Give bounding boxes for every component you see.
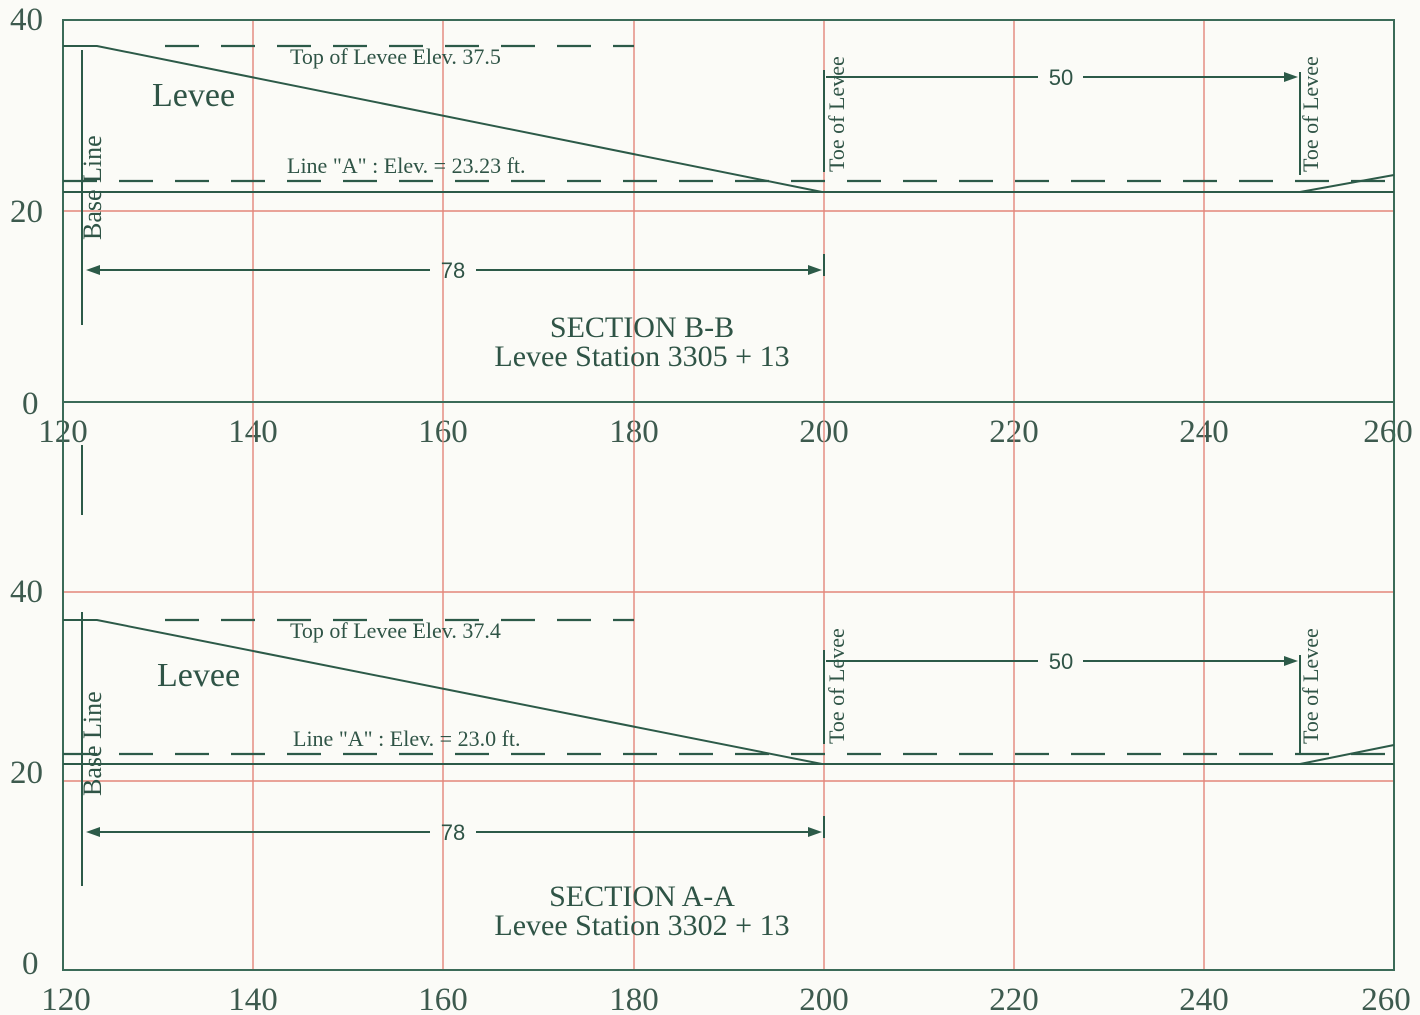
line-a-label: Line "A" : Elev. = 23.23 ft. (287, 153, 526, 178)
dim-base-value: 78 (441, 258, 465, 283)
x-tick-200-lower: 200 (799, 982, 849, 1015)
x-tick-160-lower: 160 (418, 982, 468, 1015)
top-of-levee-label: Top of Levee Elev. 37.5 (290, 44, 501, 69)
y-tick-40-lower: 40 (10, 574, 43, 610)
toe-right-label: Toe of Levee (1298, 628, 1323, 744)
section-title: SECTION A-A (549, 880, 735, 913)
dim-78-arrowhead-left (86, 265, 100, 275)
x-tick-120-lower: 120 (41, 982, 91, 1015)
toe-left-label: Toe of Levee (824, 628, 849, 744)
section-subtitle: Levee Station 3305 + 13 (494, 340, 789, 373)
dim-toe-value: 50 (1049, 649, 1073, 674)
y-tick-0-lower: 0 (22, 946, 39, 982)
section-subtitle: Levee Station 3302 + 13 (494, 909, 789, 942)
y-tick-20-upper: 20 (10, 194, 43, 230)
toe-right-label: Toe of Levee (1298, 56, 1323, 172)
y-tick-0-upper: 0 (22, 386, 39, 422)
dim-50-arrowhead (1284, 72, 1298, 82)
section-title: SECTION B-B (550, 311, 734, 344)
base-line-label: Base Line (78, 135, 107, 240)
x-tick-180-lower: 180 (609, 982, 659, 1015)
top-of-levee-label: Top of Levee Elev. 37.4 (290, 618, 501, 643)
x-tick-140-lower: 140 (228, 982, 278, 1015)
base-line-label: Base Line (78, 691, 107, 796)
dim-toe-value: 50 (1049, 65, 1073, 90)
y-tick-20-lower: 20 (10, 755, 43, 791)
dim-base-value: 78 (441, 820, 465, 845)
dim-50-arrowhead (1284, 656, 1298, 666)
x-tick-240-lower: 240 (1179, 982, 1229, 1015)
dim-78-arrowhead-left (86, 827, 100, 837)
x-tick-220-lower: 220 (989, 982, 1039, 1015)
levee-profile-line (63, 619, 1395, 765)
y-tick-40-upper: 40 (10, 2, 43, 38)
levee-label: Levee (152, 77, 235, 114)
levee-profile-line (63, 45, 1395, 193)
section-bb-panel: Base Line Toe of Levee Toe of Levee 50 7… (62, 19, 1395, 403)
plot-frame (62, 401, 1395, 971)
dim-78-arrowhead-right (808, 265, 822, 275)
x-tick-260-lower: 260 (1361, 982, 1411, 1015)
levee-label: Levee (157, 657, 240, 694)
toe-left-label: Toe of Levee (824, 56, 849, 172)
x-tick-260-upper: 260 (1363, 414, 1413, 450)
section-aa-panel: Base Line Toe of Levee Toe of Levee 50 7… (62, 401, 1395, 971)
line-a-label: Line "A" : Elev. = 23.0 ft. (293, 726, 521, 751)
dim-78-arrowhead-right (808, 827, 822, 837)
